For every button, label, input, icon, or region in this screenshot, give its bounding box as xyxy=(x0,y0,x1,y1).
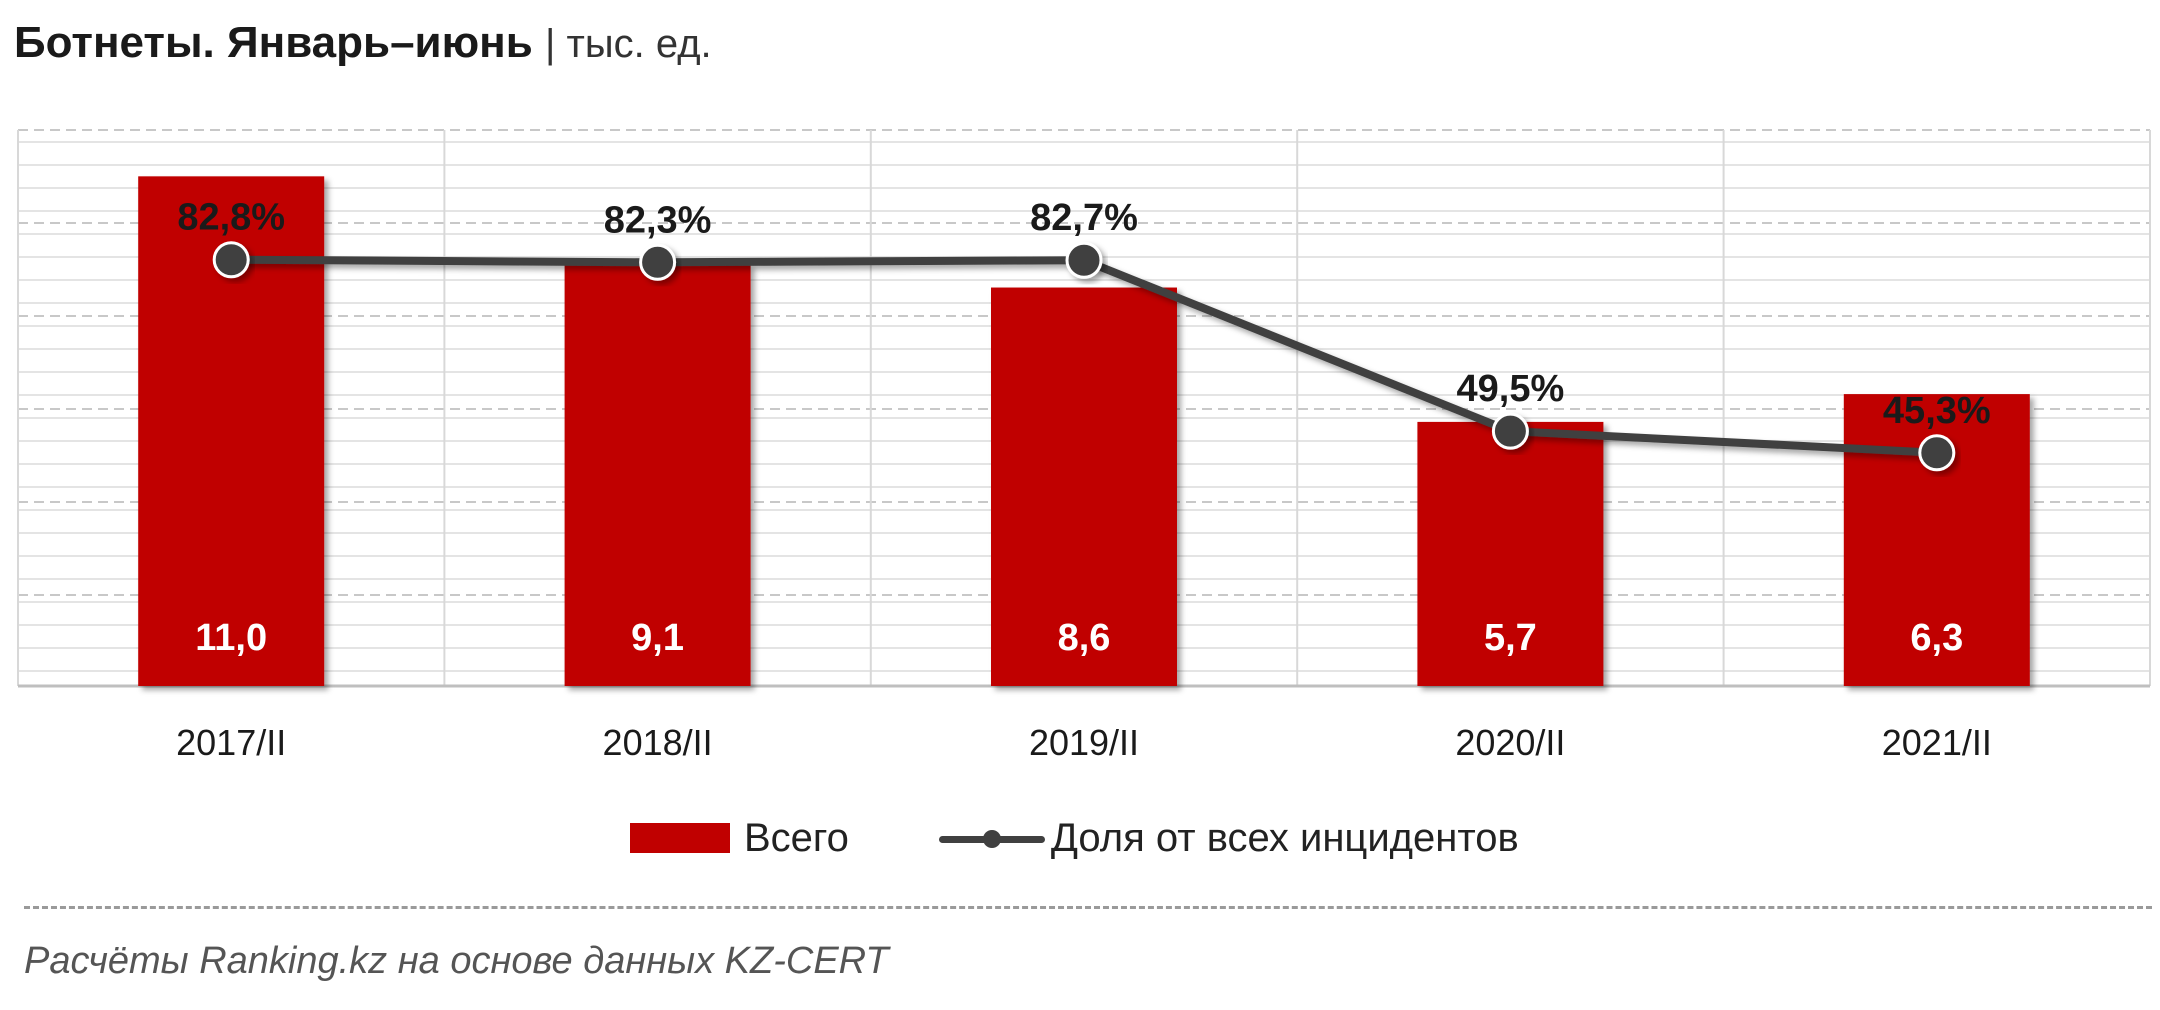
share-value-label: 82,7% xyxy=(1030,197,1138,239)
bar-2018/II xyxy=(564,264,751,686)
bar-2019/II xyxy=(991,287,1177,686)
source-note: Расчёты Ranking.kz на основе данных KZ-C… xyxy=(24,940,889,982)
bar-value-label: 9,1 xyxy=(631,617,684,659)
share-point xyxy=(639,243,677,281)
chart-title: Ботнеты. Январь–июнь | тыс. ед. xyxy=(14,18,712,68)
x-tick-label: 2017/II xyxy=(176,722,286,763)
chart-unit: | тыс. ед. xyxy=(545,22,712,66)
share-value-label: 49,5% xyxy=(1457,368,1565,410)
legend-bar-label: Всего xyxy=(744,815,849,860)
x-tick-label: 2021/II xyxy=(1882,722,1992,763)
bar-value-label: 8,6 xyxy=(1058,617,1111,659)
bar-value-label: 5,7 xyxy=(1484,617,1537,659)
share-value-label: 82,3% xyxy=(604,199,712,241)
x-tick-label: 2019/II xyxy=(1029,722,1139,763)
share-value-label: 82,8% xyxy=(177,197,285,239)
share-value-label: 45,3% xyxy=(1883,390,1991,432)
legend-line-label: Доля от всех инцидентов xyxy=(1050,815,1519,860)
legend: Всего Доля от всех инцидентов xyxy=(630,810,1609,866)
x-tick-label: 2018/II xyxy=(603,722,713,763)
bar-value-label: 6,3 xyxy=(1910,617,1963,659)
chart: 11,0 2017/II 9,1 2018/II 8,6 2019/II 5,7 2020/I… xyxy=(17,129,2151,763)
share-point xyxy=(1918,434,1956,472)
legend-line-swatch xyxy=(938,823,1045,853)
line-series xyxy=(212,241,1956,472)
share-point xyxy=(1065,241,1103,279)
legend-item-line: Доля от всех инцидентов xyxy=(938,815,1519,861)
chart-title-text: Ботнеты. Январь–июнь xyxy=(14,18,533,67)
share-point xyxy=(212,241,250,279)
share-point xyxy=(1491,412,1529,450)
legend-bar-swatch xyxy=(630,823,730,853)
legend-item-bar: Всего xyxy=(630,816,849,861)
labels: 11,0 2017/II 9,1 2018/II 8,6 2019/II 5,7 2020/I… xyxy=(176,197,1992,763)
x-tick-label: 2020/II xyxy=(1455,722,1565,763)
bar-2020/II xyxy=(1417,421,1604,686)
bar-value-label: 11,0 xyxy=(195,617,267,659)
divider xyxy=(24,906,2152,909)
